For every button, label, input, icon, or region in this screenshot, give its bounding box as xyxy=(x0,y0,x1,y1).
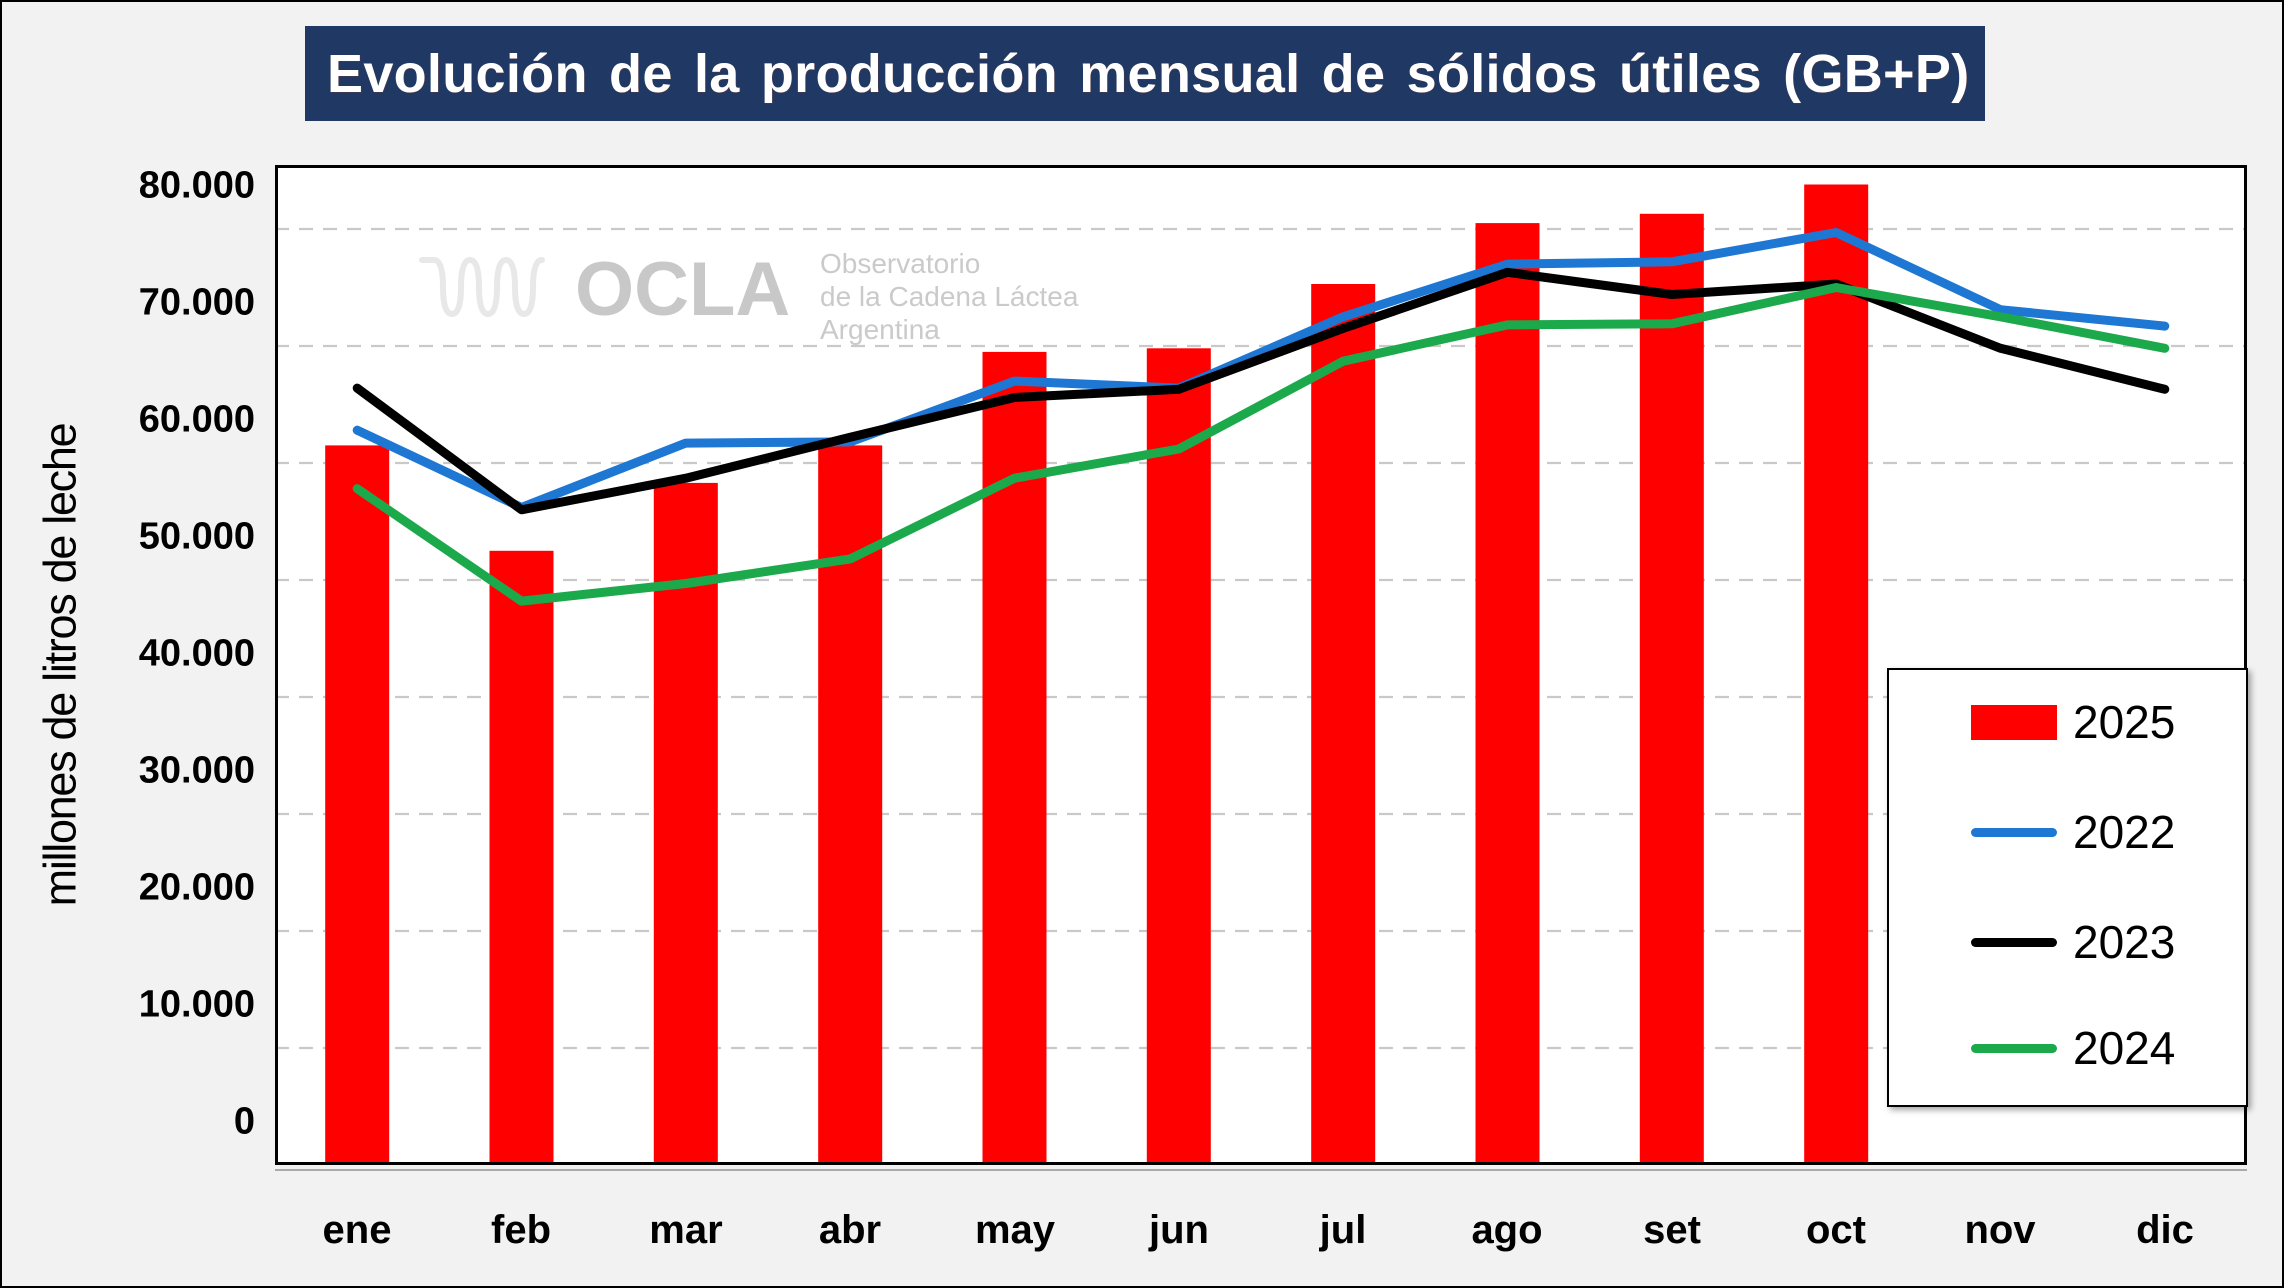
svg-text:OCLA: OCLA xyxy=(575,247,790,332)
svg-text:Observatorio: Observatorio xyxy=(820,248,980,279)
svg-text:Argentina: Argentina xyxy=(820,314,940,345)
svg-text:de la Cadena Láctea: de la Cadena Láctea xyxy=(820,281,1079,312)
